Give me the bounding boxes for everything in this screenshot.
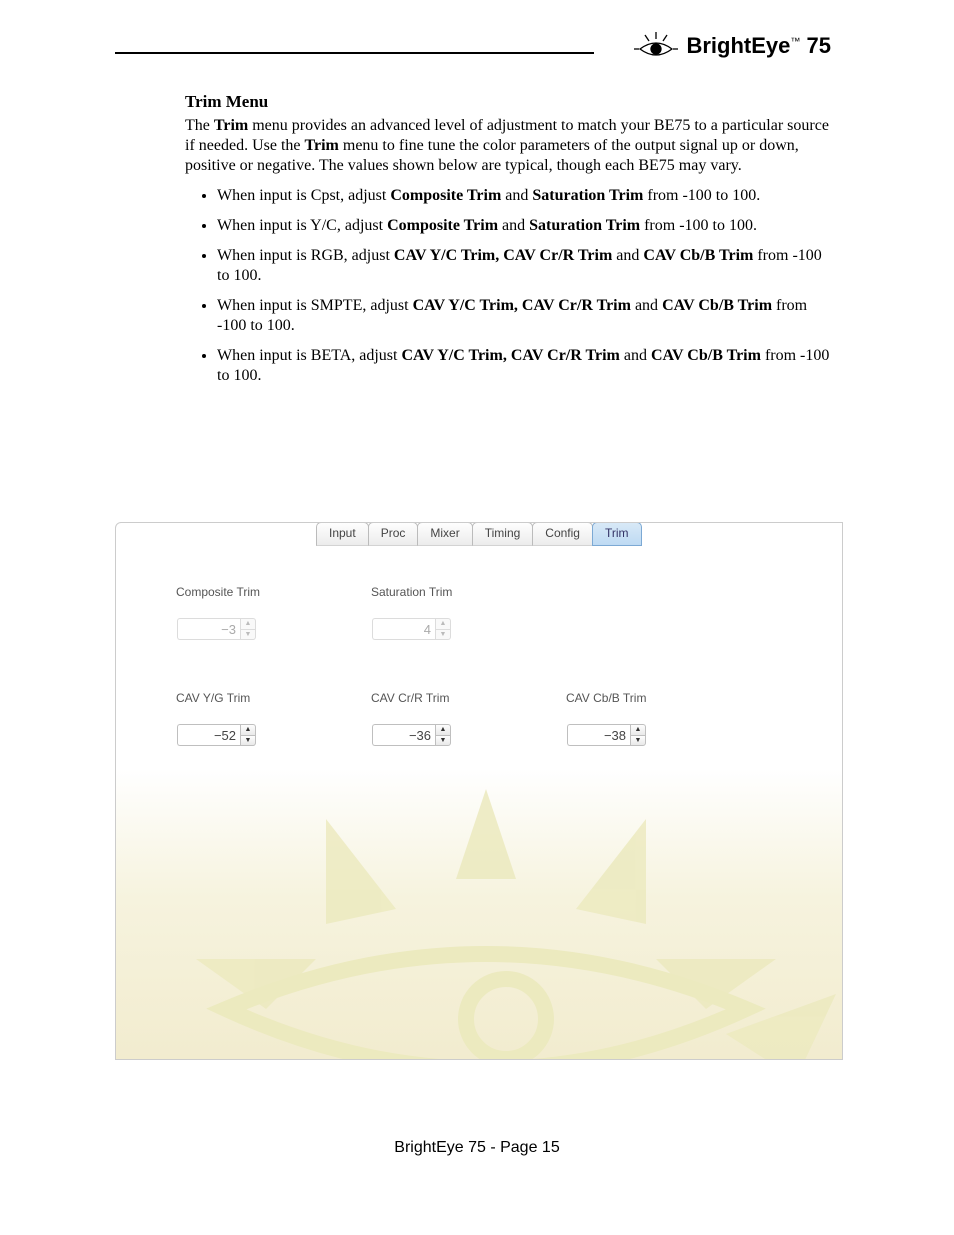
tab-strip: Input Proc Mixer Timing Config Trim xyxy=(316,522,641,546)
saturation-trim-up[interactable]: ▲ xyxy=(435,618,451,629)
cav-yg-trim-up[interactable]: ▲ xyxy=(240,724,256,735)
cav-crr-trim-input[interactable] xyxy=(372,724,435,746)
cav-yg-trim-label: CAV Y/G Trim xyxy=(176,691,371,705)
brand-text: BrightEye™ 75 xyxy=(686,33,831,59)
composite-trim-down[interactable]: ▼ xyxy=(240,629,256,641)
list-item: When input is Cpst, adjust Composite Tri… xyxy=(217,186,830,206)
saturation-trim-input[interactable] xyxy=(372,618,435,640)
intro-paragraph: The Trim menu provides an advanced level… xyxy=(185,116,830,176)
brighteye-icon xyxy=(634,32,678,60)
tab-timing[interactable]: Timing xyxy=(472,522,534,546)
cav-crr-trim-down[interactable]: ▼ xyxy=(435,735,451,747)
composite-trim-input[interactable] xyxy=(177,618,240,640)
tab-mixer[interactable]: Mixer xyxy=(417,522,472,546)
tab-trim[interactable]: Trim xyxy=(592,522,642,546)
list-item: When input is BETA, adjust CAV Y/C Trim,… xyxy=(217,346,830,386)
tab-config[interactable]: Config xyxy=(532,522,593,546)
cav-yg-trim-down[interactable]: ▼ xyxy=(240,735,256,747)
section-heading: Trim Menu xyxy=(185,92,830,112)
saturation-trim-label: Saturation Trim xyxy=(371,585,566,599)
brand-logo: BrightEye™ 75 xyxy=(594,32,839,60)
cav-cbb-trim-input[interactable] xyxy=(567,724,630,746)
cav-cbb-trim-down[interactable]: ▼ xyxy=(630,735,646,747)
trim-config-panel: Input Proc Mixer Timing Config Trim Comp… xyxy=(115,522,843,1060)
saturation-trim-down[interactable]: ▼ xyxy=(435,629,451,641)
cav-cbb-trim-label: CAV Cb/B Trim xyxy=(566,691,761,705)
list-item: When input is SMPTE, adjust CAV Y/C Trim… xyxy=(217,296,830,336)
cav-yg-trim-field: CAV Y/G Trim ▲ ▼ xyxy=(176,691,371,747)
composite-trim-label: Composite Trim xyxy=(176,585,371,599)
cav-cbb-trim-up[interactable]: ▲ xyxy=(630,724,646,735)
saturation-trim-field: Saturation Trim ▲ ▼ xyxy=(371,585,566,641)
composite-trim-up[interactable]: ▲ xyxy=(240,618,256,629)
list-item: When input is RGB, adjust CAV Y/C Trim, … xyxy=(217,246,830,286)
bullet-list: When input is Cpst, adjust Composite Tri… xyxy=(217,186,830,386)
composite-trim-field: Composite Trim ▲ ▼ xyxy=(176,585,371,641)
cav-crr-trim-up[interactable]: ▲ xyxy=(435,724,451,735)
list-item: When input is Y/C, adjust Composite Trim… xyxy=(217,216,830,236)
cav-yg-trim-input[interactable] xyxy=(177,724,240,746)
cav-crr-trim-field: CAV Cr/R Trim ▲ ▼ xyxy=(371,691,566,747)
tab-proc[interactable]: Proc xyxy=(368,522,419,546)
cav-crr-trim-label: CAV Cr/R Trim xyxy=(371,691,566,705)
page-footer: BrightEye 75 - Page 15 xyxy=(0,1139,954,1157)
cav-cbb-trim-field: CAV Cb/B Trim ▲ ▼ xyxy=(566,691,761,747)
tab-input[interactable]: Input xyxy=(316,522,369,546)
